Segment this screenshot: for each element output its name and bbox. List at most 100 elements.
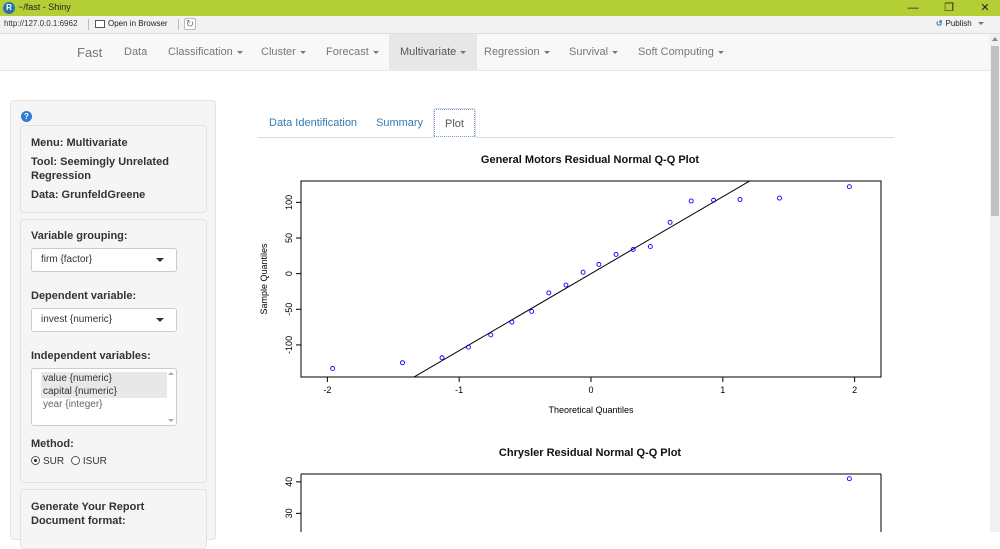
dependent-value: invest {numeric} (41, 314, 113, 325)
open-in-browser-button[interactable]: Open in Browser (108, 19, 168, 28)
tab-summary[interactable]: Summary (376, 117, 424, 129)
grouping-value: firm {factor} (41, 254, 93, 265)
nav-item-survival[interactable]: Survival (558, 34, 629, 70)
data-point (688, 198, 694, 204)
page-scrollbar[interactable] (990, 34, 1000, 532)
open-in-browser-icon[interactable] (95, 20, 105, 28)
qq-reference-line (413, 181, 751, 377)
scroll-up-icon[interactable] (168, 372, 174, 375)
nav-item-soft-computing[interactable]: Soft Computing (627, 34, 735, 70)
data-point (546, 290, 552, 296)
data-point (488, 332, 494, 338)
data-point (465, 344, 471, 350)
restore-icon[interactable]: ❐ (944, 2, 954, 14)
chevron-down-icon (299, 50, 306, 54)
data-point (400, 360, 405, 366)
scroll-down-icon[interactable] (168, 419, 174, 422)
minimize-icon[interactable]: — (907, 2, 919, 14)
x-tick-label: 0 (588, 385, 593, 395)
refresh-icon[interactable]: ↻ (184, 18, 196, 30)
data-point (777, 195, 782, 201)
nav-label: Survival (569, 46, 609, 58)
nav-item-data[interactable]: Data (113, 34, 158, 70)
publish-button[interactable]: ↺ Publish (936, 19, 984, 28)
plot-title: General Motors Residual Normal Q-Q Plot (480, 154, 700, 166)
rstudio-app-icon: R (3, 2, 15, 14)
menu-label: Menu: Multivariate (31, 137, 128, 149)
url-display[interactable]: http://127.0.0.1:6962 (4, 19, 78, 28)
chevron-down-icon (543, 50, 550, 54)
report-panel: Generate Your Report Document format: (20, 489, 207, 549)
sidebar-panel: ? Menu: Multivariate Tool: Seemingly Unr… (10, 100, 216, 549)
radio-sur[interactable]: SUR (31, 456, 64, 467)
help-icon[interactable]: ? (21, 111, 32, 122)
toolbar-divider (178, 19, 179, 30)
scroll-up-icon[interactable] (992, 37, 998, 41)
nav-item-classification[interactable]: Classification (157, 34, 254, 70)
nav-item-cluster[interactable]: Cluster (250, 34, 317, 70)
nav-item-multivariate[interactable]: Multivariate (389, 34, 478, 70)
y-tick-label: 50 (284, 233, 294, 243)
dropdown-arrow-icon (156, 318, 164, 322)
app-navbar: Fast Data Classification Cluster Forecas… (0, 34, 990, 71)
nav-label: Cluster (261, 46, 296, 58)
y-tick-label: 0 (284, 271, 294, 276)
data-point (439, 355, 445, 361)
tab-data-identification[interactable]: Data Identification (269, 117, 358, 129)
chevron-down-icon (372, 50, 379, 54)
scrollbar-thumb[interactable] (991, 46, 999, 216)
chevron-down-icon (612, 50, 619, 54)
nav-item-forecast[interactable]: Forecast (315, 34, 390, 70)
x-tick-label: 1 (720, 385, 725, 395)
close-icon[interactable]: ✕ (980, 2, 990, 14)
qq-plot-general-motors: -2 -1 0 1 2 -100 -50 0 50 100 Theoretical Quantile… (259, 180, 882, 415)
nav-label: Soft Computing (638, 46, 714, 58)
independent-label: Independent variables: (31, 350, 151, 362)
data-point (580, 269, 586, 275)
grouping-select[interactable]: firm {factor} (31, 248, 177, 272)
chevron-down-icon (236, 50, 243, 54)
data-point (613, 251, 619, 257)
tool-info-box: Menu: Multivariate Tool: Seemingly Unrel… (20, 125, 207, 213)
result-tabs: Data Identification Summary Plot (258, 108, 894, 138)
data-point (647, 244, 653, 250)
data-point (563, 282, 569, 288)
dependent-select[interactable]: invest {numeric} (31, 308, 177, 332)
list-item[interactable]: capital {numeric} (41, 385, 167, 398)
nav-item-regression[interactable]: Regression (473, 34, 561, 70)
radio-label: SUR (43, 456, 65, 467)
plot-title: Chrysler Residual Normal Q-Q Plot (498, 447, 682, 459)
tab-plot[interactable]: Plot (433, 108, 476, 138)
grouping-label: Variable grouping: (31, 230, 128, 242)
plot-frame (300, 180, 882, 378)
nav-label: Data (124, 46, 148, 58)
report-format-label: Document format: (31, 515, 126, 527)
chevron-down-icon (460, 50, 467, 54)
y-tick-label: 100 (284, 195, 294, 210)
chevron-down-icon (978, 22, 984, 26)
radio-unchecked-icon[interactable] (70, 456, 80, 465)
report-title: Generate Your Report (31, 501, 145, 513)
dependent-label: Dependent variable: (31, 290, 137, 302)
method-label: Method: (31, 438, 74, 450)
data-point (846, 476, 852, 482)
y-tick-label: -50 (284, 303, 294, 316)
nav-label: Classification (168, 46, 233, 58)
listbox-scrollbar[interactable] (167, 370, 175, 424)
list-item[interactable]: value {numeric} (41, 372, 167, 385)
radio-isur[interactable]: ISUR (70, 456, 107, 467)
tool-label: Tool: Seemingly Unrelated Regression (31, 156, 169, 182)
radio-checked-icon[interactable] (31, 456, 40, 465)
data-point (846, 184, 852, 190)
window-title: ~/fast - Shiny (18, 2, 71, 12)
data-point (529, 308, 535, 314)
method-radio-group: SUR ISUR (31, 456, 196, 467)
qq-plot-chrysler: 30 40 (284, 473, 882, 532)
independent-multiselect[interactable]: value {numeric} capital {numeric} year {… (31, 368, 177, 426)
list-item[interactable]: year {integer} (43, 399, 103, 410)
y-tick-label: 30 (284, 508, 294, 518)
publish-label: Publish (945, 19, 972, 28)
navbar-brand[interactable]: Fast (77, 45, 103, 60)
data-point (330, 365, 336, 371)
window-titlebar: R ~/fast - Shiny — ❐ ✕ (0, 0, 1000, 16)
